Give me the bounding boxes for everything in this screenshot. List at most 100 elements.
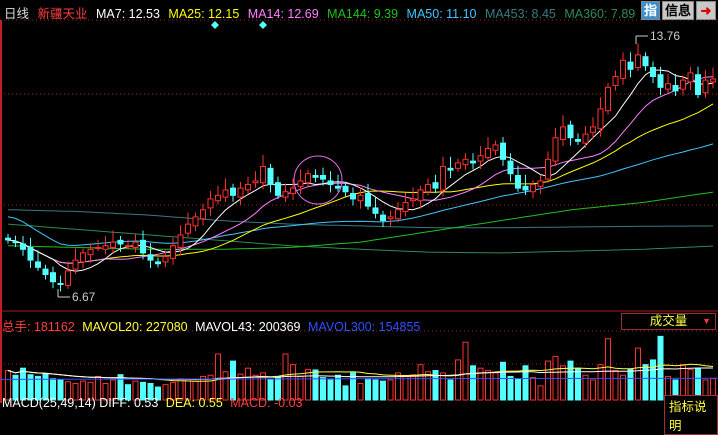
candle-body <box>515 175 521 189</box>
volume-bar <box>305 368 311 401</box>
volume-bar <box>245 367 251 401</box>
period-label: 日线 <box>4 7 30 21</box>
candle-body <box>282 191 289 198</box>
ma-readout: MA50: 11.10 <box>406 7 477 21</box>
indicator-select[interactable]: 成交量 ▼ <box>621 313 716 330</box>
volume-bar <box>140 381 146 401</box>
candle-body <box>612 76 619 87</box>
exit-icon[interactable]: ➜ <box>696 1 716 20</box>
volume-bar <box>387 379 394 401</box>
event-marker-icon[interactable] <box>211 21 219 29</box>
candle-body <box>552 137 559 162</box>
candle-body <box>155 261 161 265</box>
candle-body <box>372 207 379 214</box>
candle-body <box>650 67 656 78</box>
candle-body <box>117 239 124 245</box>
candle-body <box>597 108 604 130</box>
volume-bar <box>440 372 446 401</box>
volume-bar <box>222 371 229 401</box>
ma-readout: MA360: 7.89 <box>564 7 636 21</box>
candle-body <box>200 209 206 220</box>
volume-bar <box>530 377 536 401</box>
stock-chart[interactable]: 13.76 6.67 <box>0 0 718 403</box>
volume-bar <box>57 379 64 401</box>
volume-bar <box>455 359 461 401</box>
candle-body <box>485 148 491 159</box>
candle-body <box>687 72 694 83</box>
candle-body <box>350 193 356 200</box>
candle-body <box>185 223 191 234</box>
candle-body <box>260 166 266 184</box>
volume-bar <box>485 370 491 401</box>
candle-body <box>620 59 626 79</box>
candle-body <box>455 162 461 169</box>
volume-bar <box>162 384 169 401</box>
candle-body <box>665 83 671 90</box>
volume-bar <box>635 347 641 401</box>
ma50-line <box>7 143 714 246</box>
candle-body <box>657 74 664 88</box>
volume-bar <box>515 378 521 401</box>
volume-bar <box>492 372 499 401</box>
candle-body <box>245 184 251 191</box>
candle-body <box>387 216 394 220</box>
chevron-down-icon: ▼ <box>702 316 711 326</box>
candle-body <box>395 209 401 220</box>
volume-bar <box>200 375 206 401</box>
volume-bar <box>230 360 236 401</box>
candle-body <box>335 185 341 189</box>
volume-bar <box>125 384 131 401</box>
candle-body <box>447 167 454 171</box>
volume-bar <box>312 369 319 401</box>
volume-bar <box>155 386 161 401</box>
indicator-explain-button[interactable]: 指标说明 <box>664 395 718 435</box>
ma-readout: MA453: 8.45 <box>484 7 556 21</box>
volume-bar <box>327 379 334 401</box>
volume-bar <box>50 378 56 401</box>
candle-body <box>237 187 244 198</box>
candle-body <box>627 61 634 70</box>
candle-body <box>365 193 371 207</box>
macd-readout: MACD: -0.03 <box>230 396 303 410</box>
volume-bar <box>500 361 506 401</box>
macd-header: MACD(25,49,14) DIFF: 0.53 DEA: 0.55 MACD… <box>2 396 307 410</box>
volume-bar <box>605 338 611 401</box>
low-price-marker: 6.67 <box>57 289 96 304</box>
volume-bar <box>357 383 364 401</box>
candle-body <box>230 187 236 196</box>
volume-bar <box>560 365 566 401</box>
candle-body <box>297 180 304 187</box>
candle-body <box>72 259 79 270</box>
volume-bar <box>567 360 574 401</box>
candle-body <box>560 126 566 141</box>
volume-bar <box>507 375 514 401</box>
candle-body <box>132 241 139 249</box>
volume-bar <box>575 367 581 401</box>
candle-body <box>207 198 214 209</box>
ma25-line <box>7 103 714 264</box>
volume-bar <box>27 374 34 401</box>
volume-bar <box>132 380 139 401</box>
info-button[interactable]: 信息 <box>661 1 694 20</box>
candle-body <box>192 216 199 227</box>
candle-body <box>162 256 169 263</box>
volume-bar <box>642 364 649 401</box>
indicator-button[interactable]: 指 <box>640 1 660 20</box>
event-marker-icon[interactable] <box>259 21 267 29</box>
candle-body <box>545 158 551 180</box>
volume-bar <box>582 374 589 401</box>
candle-body <box>267 167 274 186</box>
ma360-line <box>7 223 714 254</box>
volume-bar <box>290 364 296 401</box>
stock-name: 新疆天业 <box>37 7 88 21</box>
volume-bar <box>102 383 109 401</box>
mavol-readout: MAVOL20: 227080 <box>82 320 188 334</box>
volume-bar <box>12 374 19 401</box>
candle-body <box>470 160 476 164</box>
candle-body <box>432 182 439 189</box>
candle-body <box>305 173 311 184</box>
volume-bar <box>380 380 386 401</box>
volume-bar <box>42 373 49 401</box>
candle-body <box>507 160 514 175</box>
candle-body <box>27 247 34 261</box>
